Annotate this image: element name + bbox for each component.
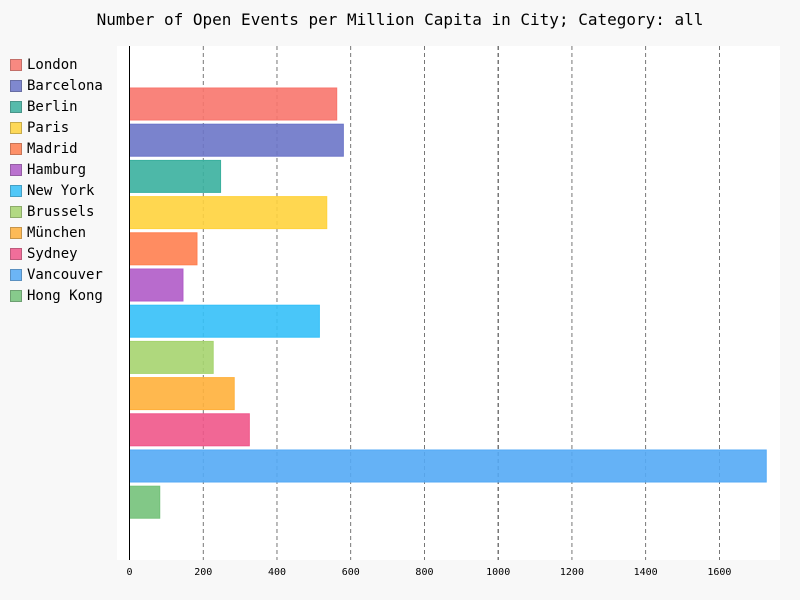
legend-item[interactable]: Sydney — [10, 243, 103, 264]
legend-item[interactable]: Paris — [10, 117, 103, 138]
legend-item[interactable]: Hamburg — [10, 159, 103, 180]
legend-item[interactable]: Berlin — [10, 96, 103, 117]
legend-item[interactable]: Vancouver — [10, 264, 103, 285]
legend-label: Madrid — [27, 140, 78, 157]
bar[interactable] — [129, 304, 320, 338]
legend-label: Hamburg — [27, 161, 87, 178]
legend-label: München — [27, 224, 87, 241]
legend-label: Paris — [27, 119, 70, 136]
legend-item[interactable]: New York — [10, 180, 103, 201]
x-tick-label: 200 — [194, 567, 212, 578]
legend-swatch — [10, 247, 22, 260]
chart-title: Number of Open Events per Million Capita… — [96, 10, 704, 29]
legend-label: Brussels — [27, 203, 95, 220]
legend-label: Berlin — [27, 98, 78, 115]
bar[interactable] — [129, 377, 235, 411]
bar[interactable] — [129, 87, 338, 121]
legend-swatch — [10, 142, 22, 155]
bar[interactable] — [129, 268, 184, 302]
legend-swatch — [10, 289, 22, 302]
legend-swatch — [10, 205, 22, 218]
legend-item[interactable]: Hong Kong — [10, 285, 103, 306]
legend-swatch — [10, 163, 22, 176]
legend-label: London — [27, 56, 78, 73]
legend-label: New York — [27, 182, 95, 199]
x-tick-label: 400 — [268, 567, 286, 578]
legend-swatch — [10, 121, 22, 134]
bar[interactable] — [129, 413, 250, 447]
legend-label: Barcelona — [27, 77, 103, 94]
bar[interactable] — [129, 232, 198, 266]
bar[interactable] — [129, 159, 222, 193]
x-tick-label: 600 — [342, 567, 360, 578]
legend-label: Hong Kong — [27, 287, 103, 304]
bar[interactable] — [129, 449, 767, 483]
legend: London Barcelona Berlin Paris Madrid Hamburg N… — [10, 54, 103, 306]
legend-swatch — [10, 184, 22, 197]
legend-label: Sydney — [27, 245, 78, 262]
x-tick-label: 1400 — [634, 567, 658, 578]
legend-swatch — [10, 100, 22, 113]
legend-item[interactable]: Madrid — [10, 138, 103, 159]
legend-label: Vancouver — [27, 266, 103, 283]
legend-item[interactable]: Barcelona — [10, 75, 103, 96]
legend-swatch — [10, 268, 22, 281]
x-tick-label: 800 — [415, 567, 433, 578]
x-tick-label: 1200 — [560, 567, 584, 578]
x-tick-label: 1000 — [486, 567, 510, 578]
legend-item[interactable]: München — [10, 222, 103, 243]
x-tick-label: 0 — [126, 567, 132, 578]
bar[interactable] — [129, 340, 214, 374]
x-tick-labels: 0 200 400 600 800 1000 1200 1400 1600 — [126, 567, 731, 578]
plot-area — [117, 46, 780, 560]
legend-swatch — [10, 79, 22, 92]
legend-swatch — [10, 58, 22, 71]
bar[interactable] — [129, 123, 344, 157]
x-tick-label: 1600 — [707, 567, 731, 578]
bars — [129, 87, 767, 519]
legend-item[interactable]: Brussels — [10, 201, 103, 222]
legend-item[interactable]: London — [10, 54, 103, 75]
bar[interactable] — [129, 196, 328, 230]
bar[interactable] — [129, 485, 161, 519]
legend-swatch — [10, 226, 22, 239]
